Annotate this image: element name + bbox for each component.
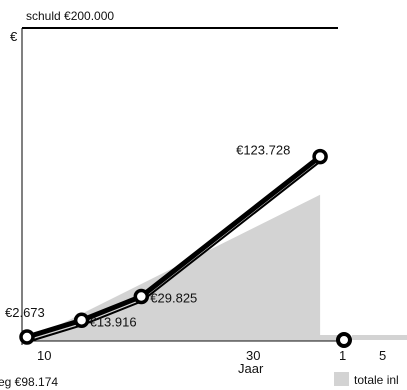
- right-panel-marker: [336, 332, 352, 348]
- x-tick-1: 1: [339, 348, 346, 363]
- y-axis-label: €: [10, 29, 18, 44]
- line-series-shadow-path: [26, 160, 321, 343]
- line-point-1: [73, 312, 90, 329]
- line-point-2: [133, 288, 150, 305]
- x-tick-10: 10: [37, 348, 51, 363]
- x-tick-30: 30: [246, 348, 260, 363]
- line-point-label-3: €123.728: [236, 143, 290, 158]
- area-series: [27, 194, 321, 341]
- bottom-left-text: eg €98.174: [0, 375, 58, 389]
- line-point-3: [312, 148, 328, 165]
- legend-label: totale inl: [354, 373, 399, 387]
- line-point-label-2: €29.825: [150, 291, 197, 306]
- line-point-0: [19, 329, 35, 345]
- x-tick-5: 5: [379, 348, 386, 363]
- debt-reference-label: schuld €200.000: [26, 9, 114, 23]
- line-point-label-0: €2.673: [5, 305, 45, 320]
- legend-swatch: [334, 372, 349, 386]
- line-series: €2.673 €13.916 €29.825 €123.728: [5, 143, 328, 345]
- x-axis-baseline: [22, 335, 340, 341]
- line-point-label-1: €13.916: [90, 314, 137, 329]
- x-axis-label: Jaar: [238, 361, 264, 376]
- right-panel-strip: [352, 335, 407, 340]
- line-series-path: [26, 154, 322, 340]
